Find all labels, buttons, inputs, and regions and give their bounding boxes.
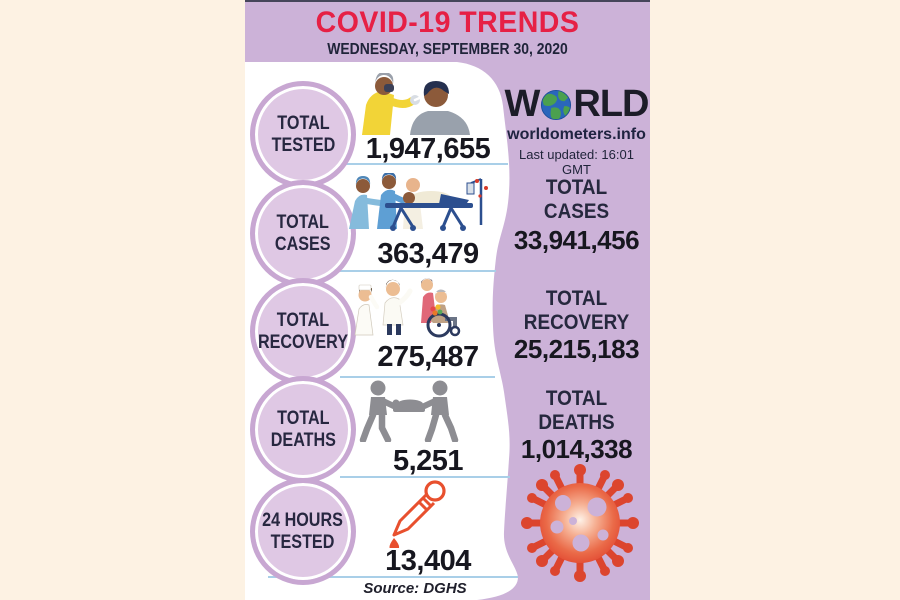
stat-badge-total-deaths: TOTAL DEATHS (250, 376, 356, 483)
stat-label: TESTED (271, 531, 335, 553)
stat-label: TOTAL (276, 112, 330, 134)
page-title: COVID-19 TRENDS (315, 6, 580, 39)
world-stat-cases-label: TOTAL CASES (510, 176, 642, 224)
worldometers-site-label: worldometers.info (507, 126, 646, 143)
dropper-icon (389, 480, 446, 548)
recovery-illustration (354, 278, 461, 338)
stat-badge-total-recovery: TOTAL RECOVERY (250, 278, 356, 385)
panel-top-border (245, 0, 650, 2)
stat-label: DEATHS (538, 411, 615, 434)
divider-line (268, 576, 518, 578)
stat-value-total-recovery: 275,487 (377, 341, 479, 373)
world-logo: W RLD (503, 83, 650, 126)
divider-line (340, 163, 508, 165)
stat-value-total-cases: 363,479 (377, 238, 479, 270)
world-logo-w: W (504, 83, 541, 125)
divider-line (340, 376, 495, 378)
stat-label: CASES (275, 233, 331, 255)
world-stat-recovery-value: 25,215,183 (513, 334, 640, 364)
stat-badge-total-cases: TOTAL CASES (250, 180, 356, 287)
stat-label: TOTAL (545, 387, 608, 410)
swab-test-illustration (362, 73, 470, 135)
world-logo-rld: RLD (573, 83, 649, 125)
stretcher-illustration (349, 173, 488, 231)
stat-label: TOTAL (545, 176, 608, 199)
stat-label: TOTAL (276, 407, 330, 429)
stat-badge-24h-tested: 24 HOURS TESTED (250, 478, 356, 585)
stat-badge-total-tested: TOTAL TESTED (250, 81, 356, 188)
world-stat-cases-value: 33,941,456 (513, 225, 640, 255)
stat-label: 24 HOURS (262, 509, 344, 531)
stat-label: TOTAL (545, 287, 608, 310)
date-banner: WEDNESDAY, SEPTEMBER 30, 2020 (327, 41, 568, 58)
stat-label: RECOVERY (523, 311, 630, 334)
stat-label: RECOVERY (257, 331, 349, 353)
stat-label: TESTED (271, 134, 335, 156)
world-stat-deaths-value: 1,014,338 (520, 434, 633, 464)
stat-label: DEATHS (270, 429, 336, 451)
last-updated-label: Last updated: 16:01 GMT (519, 147, 634, 177)
world-stat-deaths-label: TOTAL DEATHS (510, 387, 642, 435)
stat-value-total-tested: 1,947,655 (365, 133, 491, 165)
stat-label: CASES (543, 200, 610, 223)
coronavirus-icon (521, 464, 639, 582)
divider-line (340, 476, 510, 478)
covid-trends-panel: COVID-19 TRENDS WEDNESDAY, SEPTEMBER 30,… (245, 0, 650, 600)
divider-line (340, 270, 496, 272)
stat-label: TOTAL (276, 309, 330, 331)
stat-label: TOTAL (276, 211, 330, 233)
globe-icon (541, 89, 572, 120)
stat-value-total-deaths: 5,251 (392, 445, 464, 477)
world-stat-recovery-label: TOTAL RECOVERY (510, 287, 642, 335)
stat-value-24h-tested: 13,404 (385, 545, 471, 577)
source-label: Source: DGHS (363, 580, 467, 597)
body-carry-illustration (359, 380, 459, 442)
